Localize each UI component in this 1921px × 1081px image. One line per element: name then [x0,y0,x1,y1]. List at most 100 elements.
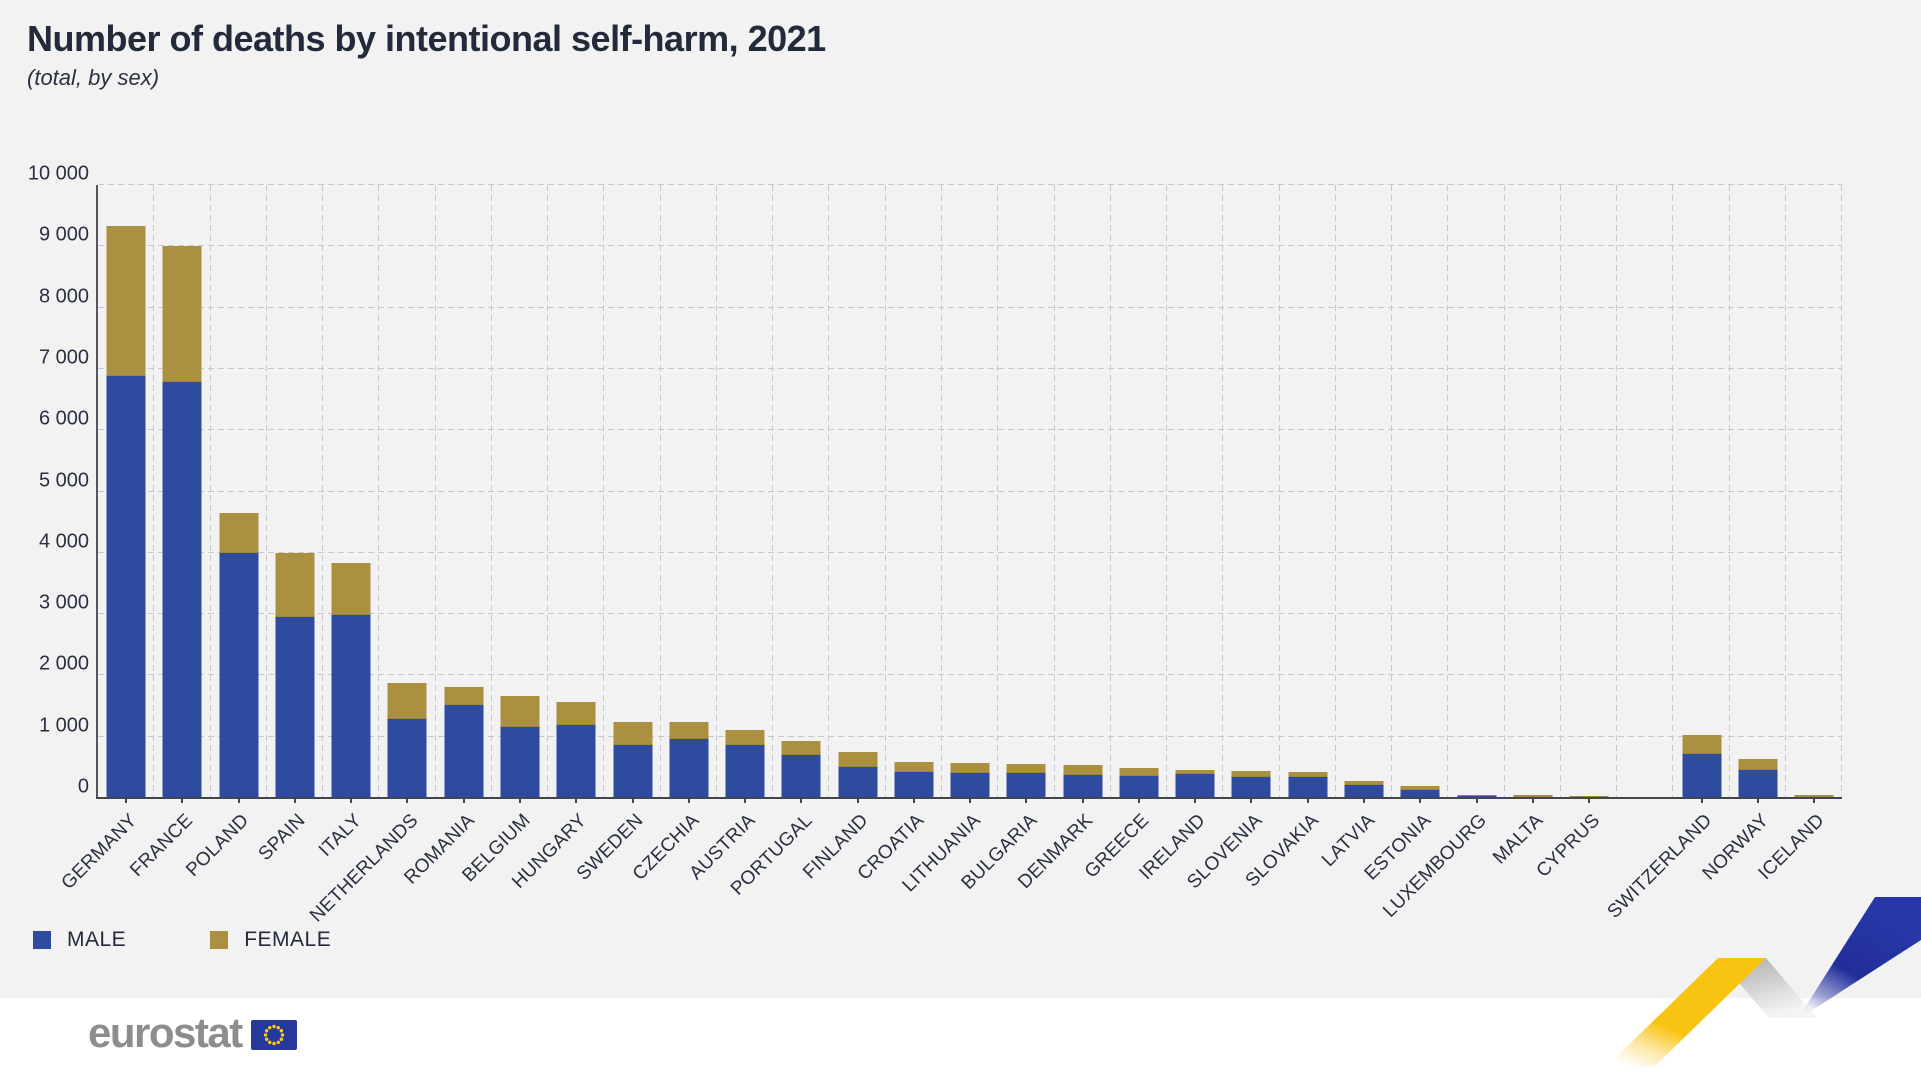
male-segment [1344,785,1384,798]
x-axis-tick [631,798,634,803]
eu-stars [263,1024,284,1046]
bar-slot-hungary: HUNGARY [508,185,605,893]
page-subtitle: (total, by sex) [27,65,160,91]
plot: GERMANY FRANCE POLAND SPAIN ITALY NETHERLANDS… [28,163,1843,926]
bar-slot-slovakia: SLOVAKIA [1241,185,1336,891]
male-segment [1231,776,1271,798]
bar-czechia [669,722,709,798]
female-segment [1738,759,1778,771]
female-segment [500,695,540,727]
bar-slot-denmark: DENMARK [1014,185,1111,893]
male-segment [387,718,427,798]
bar-croatia [894,762,934,798]
v-gridline [1728,185,1730,798]
v-gridline [378,185,380,798]
x-axis-tick [350,798,353,803]
bar-austria [725,730,765,798]
x-axis-tick [1588,798,1591,803]
x-axis-tick [462,798,465,803]
bar-slot-netherlands: NETHERLANDS [306,185,436,926]
male-segment [556,725,596,798]
bar-slot-france: FRANCE [126,185,211,881]
male-segment [1119,775,1159,798]
x-axis-tick [800,798,803,803]
v-gridline [1278,185,1280,798]
bar-slot-portugal: PORTUGAL [727,185,830,900]
h-gridline [98,674,1842,676]
bar-bulgaria [1006,763,1046,798]
female-segment [950,763,990,773]
bar-ireland [1175,769,1215,798]
v-gridline [322,185,324,798]
x-axis-tick [856,798,859,803]
male-segment [1682,754,1722,798]
x-axis-tick [687,798,690,803]
bar-belgium [500,695,540,798]
bar-finland [838,751,878,798]
bar-romania [444,686,484,798]
female-segment [444,686,484,705]
bar-slot-italy: ITALY [315,185,380,861]
bar-slot-spain: SPAIN [255,185,324,865]
bar-spain [275,553,315,798]
bar-denmark [1063,765,1103,798]
bar-sweden [613,722,653,798]
y-axis-label: 2 000 [38,652,89,675]
female-segment [162,245,202,382]
v-gridline [1503,185,1505,798]
female-segment [1344,780,1384,786]
x-axis-tick [744,798,747,803]
bar-lithuania [950,763,990,798]
y-axis-label: 1 000 [38,714,89,737]
v-gridline [434,185,436,798]
female-segment [556,702,596,726]
x-axis-tick [1081,798,1084,803]
female-segment [781,741,821,756]
h-gridline [98,306,1842,308]
chart-canvas [0,0,1921,998]
female-segment [106,225,146,376]
x-axis-tick [293,798,296,803]
bar-slot-austria: AUSTRIA [686,185,774,884]
female-segment [1457,794,1496,797]
legend-label-female: FEMALE [244,928,332,951]
bar-slot-germany: GERMANY [57,185,155,894]
v-gridline [884,185,886,798]
bar-greece [1119,768,1159,798]
male-segment [162,381,202,798]
bar-slot-bulgaria: BULGARIA [957,185,1055,894]
bar-slot-sweden: SWEDEN [573,185,661,885]
v-gridline [1672,185,1674,798]
female-segment [1006,763,1046,774]
v-gridline [1616,185,1618,798]
h-gridline [98,367,1842,369]
female-segment [331,563,371,616]
v-gridline [1559,185,1561,798]
bar-slot-malta: MALTA [1489,185,1561,868]
spacer-slot [1617,185,1674,798]
male-swatch [33,931,51,949]
bar-hungary [556,702,596,798]
male-segment [444,704,484,798]
bar-slot-poland: POLAND [183,185,267,881]
legend: MALE FEMALE [33,928,331,952]
x-axis-tick [1137,798,1140,803]
v-gridline [1784,185,1786,798]
female-segment [1794,795,1834,797]
male-segment [1738,770,1778,798]
male-segment [275,616,315,798]
female-segment [613,722,653,745]
female-segment [1682,735,1722,755]
x-axis-tick [181,798,184,803]
bar-norway [1738,759,1778,798]
footer: eurostat [0,998,1921,1081]
female-segment [1175,769,1215,775]
h-gridline [98,551,1842,553]
v-gridline [828,185,830,798]
h-gridline [98,429,1842,431]
v-gridline [997,185,999,798]
bar-germany [106,225,146,798]
male-segment [838,766,878,798]
v-gridline [265,185,267,798]
bar-slots: GERMANY FRANCE POLAND SPAIN ITALY NETHERLANDS… [57,185,1843,926]
